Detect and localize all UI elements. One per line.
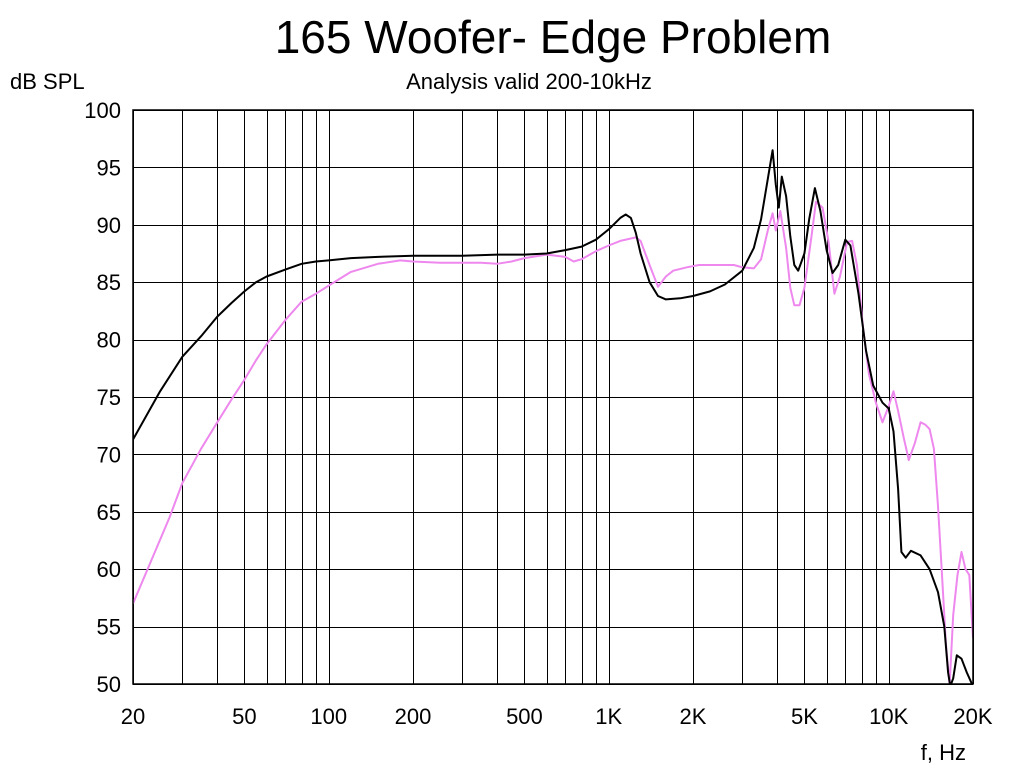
y-axis-label: dB SPL [10,69,85,94]
x-axis-label: f, Hz [921,740,966,765]
x-tick-label: 50 [232,704,256,729]
y-tick-label: 70 [97,442,121,467]
x-tick-labels: 20 50 100 200 500 1K 2K 5K 10K 20K [121,704,993,729]
x-tick-label: 20K [953,704,992,729]
x-tick-label: 5K [791,704,818,729]
series-line-2 [133,200,973,684]
y-tick-label: 60 [97,557,121,582]
plot-frame [132,109,974,685]
x-tick-label: 2K [680,704,707,729]
x-tick-label: 20 [121,704,145,729]
y-tick-label: 80 [97,328,121,353]
y-tick-label: 75 [97,385,121,410]
x-tick-label: 200 [395,704,432,729]
y-tick-label: 55 [97,615,121,640]
y-tick-label: 100 [84,98,121,123]
series-lines [133,149,973,684]
chart-subtitle: Analysis valid 200-10kHz [406,69,652,94]
x-tick-label: 100 [310,704,347,729]
y-tick-label: 50 [97,672,121,697]
y-tick-label: 90 [97,213,121,238]
y-tick-labels: 100 95 90 85 80 75 70 65 60 55 50 [84,98,121,697]
chart-title: 165 Woofer- Edge Problem [275,11,832,63]
x-tick-label: 10K [869,704,908,729]
series-line-1 [133,149,973,684]
y-tick-label: 65 [97,500,121,525]
x-tick-label: 500 [506,704,543,729]
y-tick-label: 95 [97,155,121,180]
x-tick-label: 1K [595,704,622,729]
y-tick-label: 85 [97,270,121,295]
